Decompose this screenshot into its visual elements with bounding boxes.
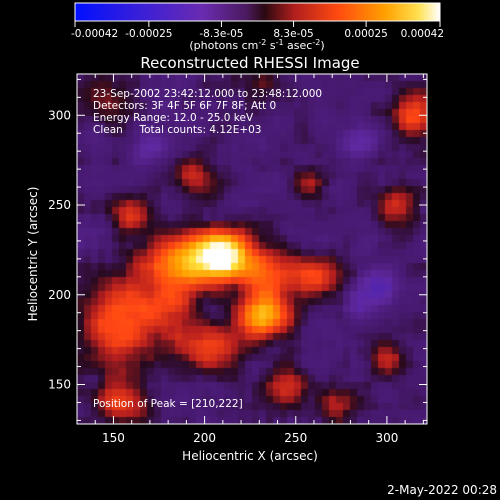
x-tick-label: 150 (102, 431, 125, 445)
peak-position-label: Position of Peak = [210,222] (93, 398, 243, 410)
colorbar-tick-label: 8.3e-05 (273, 28, 313, 40)
y-tick-label: 250 (48, 198, 71, 212)
y-tick-label: 150 (48, 378, 71, 392)
colorbar (74, 2, 441, 22)
timestamp: 2-May-2022 00:28 (387, 483, 497, 497)
colorbar-tick-label: -0.00025 (125, 28, 172, 40)
plot-frame (76, 73, 428, 425)
plot-area (76, 73, 428, 425)
y-tick-label: 200 (48, 288, 71, 302)
y-axis-label: Heliocentric Y (arcsec) (26, 187, 40, 322)
x-axis-label: Heliocentric X (arcsec) (182, 449, 318, 463)
annotation-energy: Energy Range: 12.0 - 25.0 keV (93, 112, 254, 124)
annotation-detectors: Detectors: 3F 4F 5F 6F 7F 8F; Att 0 (93, 100, 276, 112)
annotation-counts: Clean Total counts: 4.12E+03 (93, 124, 262, 136)
annotations: 23-Sep-2002 23:42:12.000 to 23:48:12.000… (93, 88, 322, 410)
x-tick-label: 250 (284, 431, 307, 445)
colorbar-ticks: -0.00042 -0.00025 -8.3e-05 8.3e-05 0.00025 0.… (71, 21, 444, 40)
x-tick-label: 300 (375, 431, 398, 445)
colorbar-unit: (photons cm-2 s-1 asec-2) (189, 38, 324, 52)
colorbar-tick-label: -8.3e-05 (199, 28, 243, 40)
heatmap-image (77, 74, 427, 424)
annotation-time: 23-Sep-2002 23:42:12.000 to 23:48:12.000 (93, 88, 322, 100)
y-tick-label: 300 (48, 108, 71, 122)
colorbar-tick-label: 0.00025 (344, 28, 387, 40)
chart-title: Reconstructed RHESSI Image (140, 54, 359, 72)
colorbar-tick-label: -0.00042 (71, 28, 118, 40)
x-tick-label: 200 (193, 431, 216, 445)
colorbar-tick-label: 0.00042 (401, 28, 444, 40)
axis-ticks: 150 200 250 300 150 200 250 300 (48, 74, 427, 445)
